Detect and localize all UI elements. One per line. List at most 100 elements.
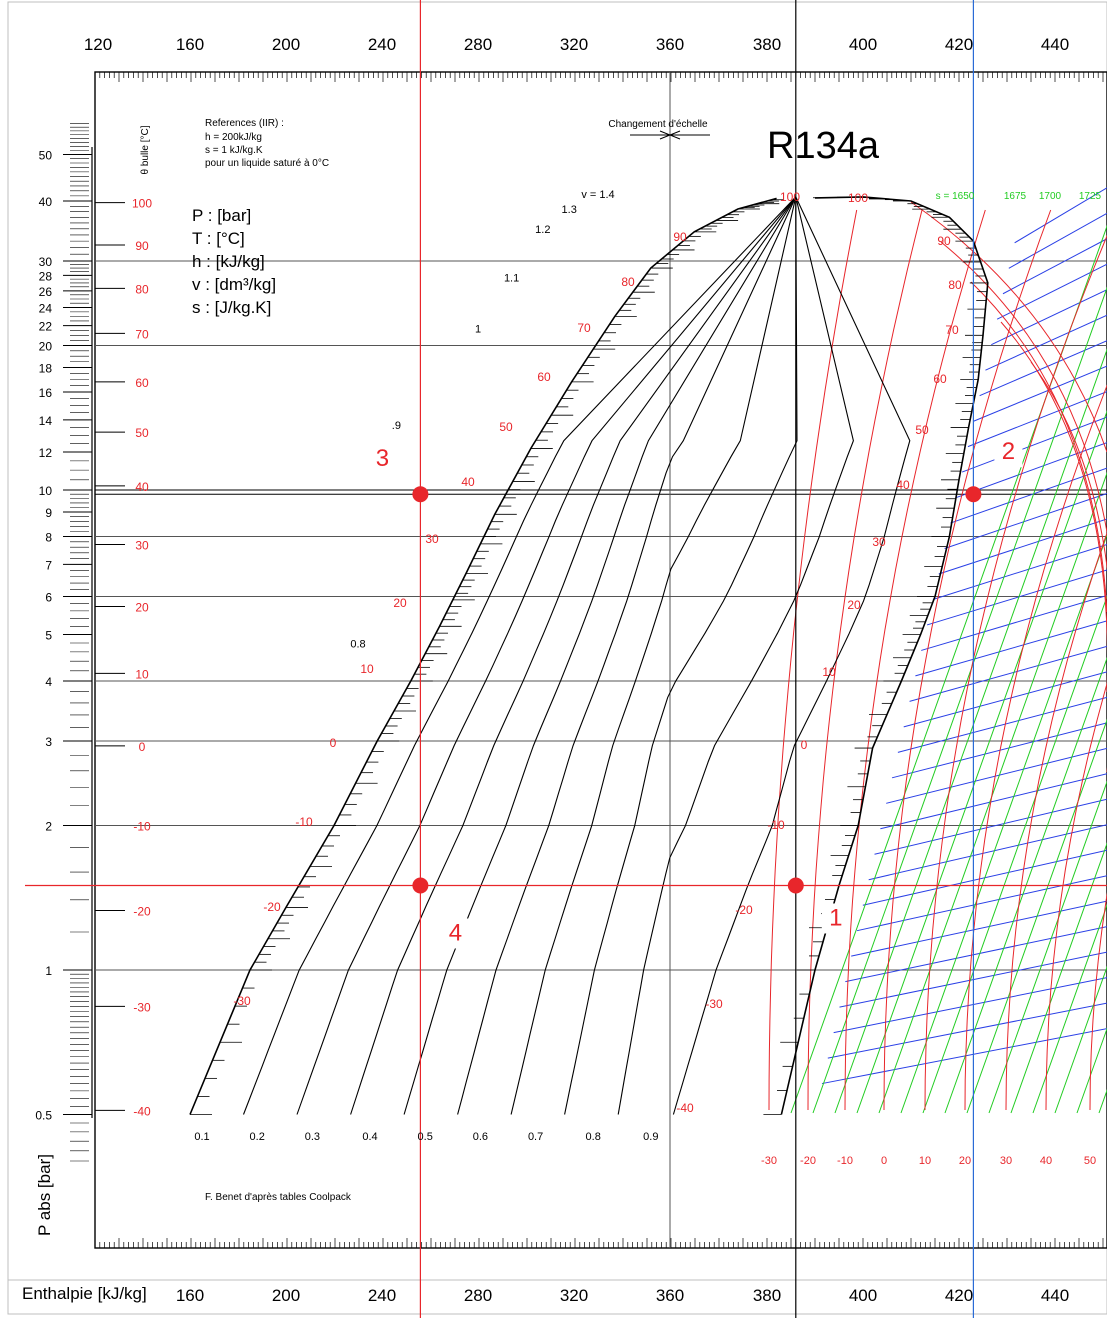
- isotherm-label-liquid: -20: [263, 900, 281, 914]
- isochore-line: [1002, 238, 1107, 295]
- isochore-line: [915, 620, 1107, 677]
- isentrope-line: [900, 533, 1107, 1114]
- cycle-point-label: 3: [376, 445, 389, 472]
- y-tick-label: 7: [45, 558, 52, 572]
- x-bottom-tick-label: 380: [753, 1286, 781, 1305]
- quality-line: [242, 196, 797, 1115]
- bubble-temp-label: -10: [133, 820, 151, 834]
- isotherm-label-liquid: 40: [461, 475, 475, 489]
- isochore-line: [991, 289, 1107, 346]
- liquid-volume-label: 1.3: [562, 204, 577, 216]
- unit-line: s : [J/kg.K]: [192, 298, 271, 317]
- isentrope-line: [1010, 842, 1107, 1114]
- isochore-line: [926, 569, 1107, 626]
- y-tick-label: 26: [39, 285, 53, 299]
- x-top-tick-label: 240: [368, 35, 396, 54]
- unit-line: h : [kJ/kg]: [192, 252, 265, 271]
- cycle-point-1[interactable]: [787, 877, 804, 894]
- isotherm-label-vapor: 0: [801, 738, 808, 752]
- quality-line: [296, 196, 797, 1115]
- bubble-temp-label: 80: [135, 282, 149, 296]
- cycle-label-bg: [821, 903, 850, 934]
- isotherm-label-vapor: 40: [896, 478, 910, 492]
- saturation-liquid-line: [189, 197, 777, 1115]
- cycle-point-2[interactable]: [965, 486, 982, 503]
- isentrope-label: 1700: [1039, 191, 1062, 202]
- y-tick-label: 9: [45, 506, 52, 520]
- x-axis-title: Enthalpie [kJ/kg]: [22, 1284, 147, 1303]
- quality-label: 0.1: [194, 1131, 209, 1143]
- isentrope-line: [944, 656, 1107, 1114]
- superheat-isotherm: [1045, 682, 1107, 1111]
- quality-line: [510, 196, 797, 1115]
- isochore-line: [944, 493, 1107, 549]
- bubble-temp-label: 60: [135, 376, 149, 390]
- isochore-line: [880, 773, 1107, 830]
- bubble-temp-label: 30: [135, 538, 149, 552]
- references-line: s = 1 kJ/kg.K: [205, 145, 263, 156]
- cycle-point-3[interactable]: [412, 486, 429, 503]
- x-bottom-tick-label: 360: [656, 1286, 684, 1305]
- unit-line: T : [°C]: [192, 229, 245, 248]
- isotherm-label-liquid: 20: [393, 596, 407, 610]
- isochore-line: [886, 747, 1107, 804]
- y-tick-label: 20: [39, 340, 53, 354]
- superheat-isotherm: [883, 209, 1052, 1111]
- superheat-isotherm-label: 10: [919, 1155, 931, 1167]
- isentrope-label: 1675: [1004, 191, 1027, 202]
- isotherm-label-vapor: 90: [937, 234, 951, 248]
- plot-frame: [94, 71, 1107, 1249]
- y-tick-label: 50: [39, 148, 53, 162]
- isochore-line: [979, 340, 1107, 397]
- superheat-isotherm: [844, 209, 986, 1111]
- cycle-point-label: 4: [449, 919, 462, 946]
- superheat-isotherm: [1005, 531, 1107, 1111]
- y-tick-label: 6: [45, 590, 52, 604]
- unit-line: v : [dm³/kg]: [192, 275, 276, 294]
- quality-label: 0.8: [586, 1131, 601, 1143]
- references-title: References (IIR) :: [205, 118, 284, 129]
- x-bottom-tick-label: 160: [176, 1286, 204, 1305]
- cycle-point-label: 2: [1002, 438, 1015, 465]
- isotherm-label-vapor: 10: [822, 665, 836, 679]
- y-tick-label: 1: [45, 964, 52, 978]
- superheat-isotherm-label: -10: [837, 1155, 853, 1167]
- superheat-isotherm-label: 0: [881, 1155, 887, 1167]
- isochore-line: [821, 1028, 1107, 1085]
- bubble-temp-label: 70: [135, 327, 149, 341]
- isotherm-label-liquid: 10: [360, 662, 374, 676]
- y-tick-label: 16: [39, 386, 53, 400]
- isotherm-label-vapor: 100: [848, 191, 868, 205]
- liquid-volume-label: 1.1: [504, 272, 519, 284]
- superheat-isotherm-arc: [1030, 361, 1107, 772]
- cycle-label-bg: [368, 444, 397, 475]
- isentrope-line: [1054, 965, 1107, 1114]
- isotherm-label-liquid: 100: [780, 190, 800, 204]
- x-bottom-tick-label: 420: [945, 1286, 973, 1305]
- isochore-line: [845, 926, 1107, 983]
- quality-line: [350, 196, 797, 1115]
- isotherm-label-liquid: -30: [233, 994, 251, 1008]
- isentrope-line: [1098, 1089, 1107, 1114]
- liquid-volume-label: v = 1.4: [581, 189, 614, 201]
- isochore-line: [938, 518, 1107, 575]
- x-top-tick-label: 380: [753, 35, 781, 54]
- y-tick-label: 10: [39, 484, 53, 498]
- isotherm-label-vapor: 30: [872, 535, 886, 549]
- cycle-point-4[interactable]: [412, 877, 429, 894]
- x-top-tick-label: 360: [656, 35, 684, 54]
- x-top-tick-label: 120: [84, 35, 112, 54]
- isochore-line: [874, 798, 1107, 855]
- bubble-temp-label: 50: [135, 426, 149, 440]
- bubble-temp-label: -20: [133, 905, 151, 919]
- isotherm-label-vapor: 20: [847, 598, 861, 612]
- x-top-tick-label: 160: [176, 35, 204, 54]
- isentrope-label: s = 1650: [936, 191, 975, 202]
- outer-border: [7, 1, 1107, 1315]
- chart-title: R134a: [767, 125, 880, 167]
- isochore-line: [961, 416, 1107, 473]
- y-tick-label: 24: [39, 301, 53, 315]
- isotherm-label-liquid: 70: [577, 321, 591, 335]
- isochore-line: [909, 645, 1107, 702]
